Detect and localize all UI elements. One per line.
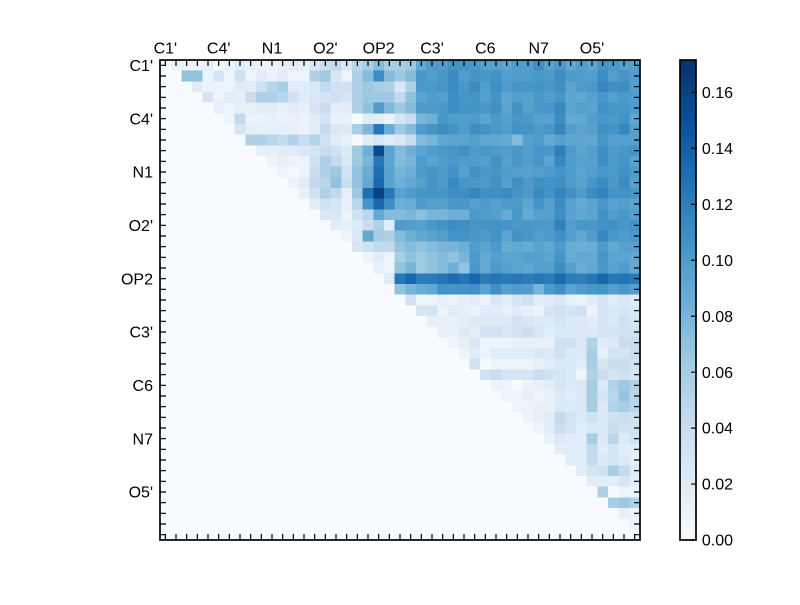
svg-text:C3': C3' <box>420 41 444 58</box>
svg-text:C3': C3' <box>129 325 153 342</box>
svg-text:C4': C4' <box>129 111 153 128</box>
svg-text:O2': O2' <box>129 218 153 235</box>
svg-text:0.08: 0.08 <box>702 309 733 326</box>
svg-text:N7: N7 <box>528 41 549 58</box>
svg-text:O2': O2' <box>313 41 337 58</box>
svg-text:N7: N7 <box>133 431 154 448</box>
svg-text:N1: N1 <box>133 165 154 182</box>
svg-text:0.10: 0.10 <box>702 253 733 270</box>
svg-text:C4': C4' <box>207 41 231 58</box>
svg-text:O5': O5' <box>580 41 604 58</box>
svg-text:OP2: OP2 <box>121 271 153 288</box>
svg-text:C6: C6 <box>133 378 154 395</box>
svg-text:C6: C6 <box>475 41 496 58</box>
svg-text:C1': C1' <box>154 41 178 58</box>
svg-text:0.12: 0.12 <box>702 197 733 214</box>
svg-text:O5': O5' <box>129 485 153 502</box>
svg-text:OP2: OP2 <box>363 41 395 58</box>
svg-text:0.00: 0.00 <box>702 533 733 550</box>
svg-text:C1': C1' <box>129 58 153 75</box>
svg-text:N1: N1 <box>262 41 283 58</box>
svg-text:0.14: 0.14 <box>702 141 733 158</box>
svg-text:0.06: 0.06 <box>702 365 733 382</box>
svg-text:0.02: 0.02 <box>702 477 733 494</box>
svg-text:0.04: 0.04 <box>702 421 733 438</box>
svg-text:0.16: 0.16 <box>702 85 733 102</box>
